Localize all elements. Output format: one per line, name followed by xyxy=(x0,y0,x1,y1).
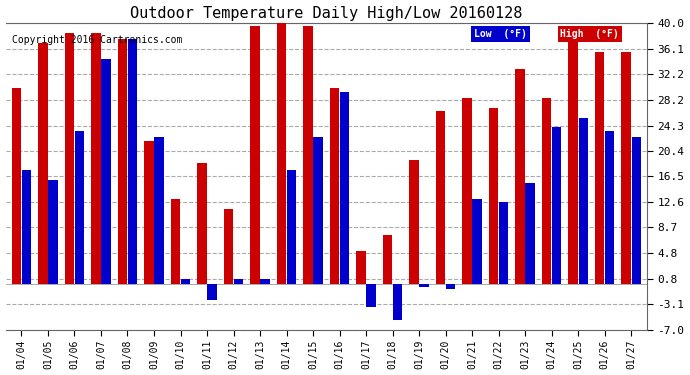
Bar xyxy=(446,284,455,289)
Bar xyxy=(260,279,270,284)
Bar xyxy=(366,284,376,307)
Bar xyxy=(313,137,323,284)
Bar xyxy=(101,59,110,284)
Bar xyxy=(356,251,366,284)
Bar xyxy=(420,284,428,287)
Bar xyxy=(234,279,243,284)
Bar xyxy=(552,128,561,284)
Bar xyxy=(181,279,190,284)
Bar xyxy=(330,88,339,284)
Bar xyxy=(383,235,392,284)
Bar xyxy=(128,39,137,284)
Text: High  (°F): High (°F) xyxy=(560,29,619,39)
Bar xyxy=(542,98,551,284)
Bar xyxy=(144,141,154,284)
Bar xyxy=(304,26,313,284)
Bar xyxy=(250,26,259,284)
Bar xyxy=(38,43,48,284)
Bar xyxy=(197,164,206,284)
Bar xyxy=(631,137,641,284)
Bar xyxy=(75,131,84,284)
Bar xyxy=(462,98,472,284)
Bar xyxy=(499,202,509,284)
Bar xyxy=(409,160,419,284)
Bar xyxy=(393,284,402,320)
Bar xyxy=(22,170,31,284)
Bar xyxy=(489,108,498,284)
Bar xyxy=(605,131,614,284)
Bar xyxy=(287,170,296,284)
Bar xyxy=(473,199,482,284)
Bar xyxy=(65,33,74,284)
Bar xyxy=(622,53,631,284)
Bar xyxy=(340,92,349,284)
Bar xyxy=(155,137,164,284)
Text: Low  (°F): Low (°F) xyxy=(474,29,526,39)
Text: Copyright 2016 Cartronics.com: Copyright 2016 Cartronics.com xyxy=(12,35,182,45)
Bar xyxy=(91,33,101,284)
Bar xyxy=(208,284,217,300)
Bar xyxy=(436,111,445,284)
Bar xyxy=(515,69,524,284)
Bar xyxy=(12,88,21,284)
Bar xyxy=(224,209,233,284)
Bar xyxy=(595,53,604,284)
Bar xyxy=(118,39,127,284)
Title: Outdoor Temperature Daily High/Low 20160128: Outdoor Temperature Daily High/Low 20160… xyxy=(130,6,522,21)
Bar xyxy=(277,20,286,284)
Bar xyxy=(171,199,180,284)
Bar xyxy=(526,183,535,284)
Bar xyxy=(48,180,58,284)
Bar xyxy=(569,39,578,284)
Bar xyxy=(578,118,588,284)
